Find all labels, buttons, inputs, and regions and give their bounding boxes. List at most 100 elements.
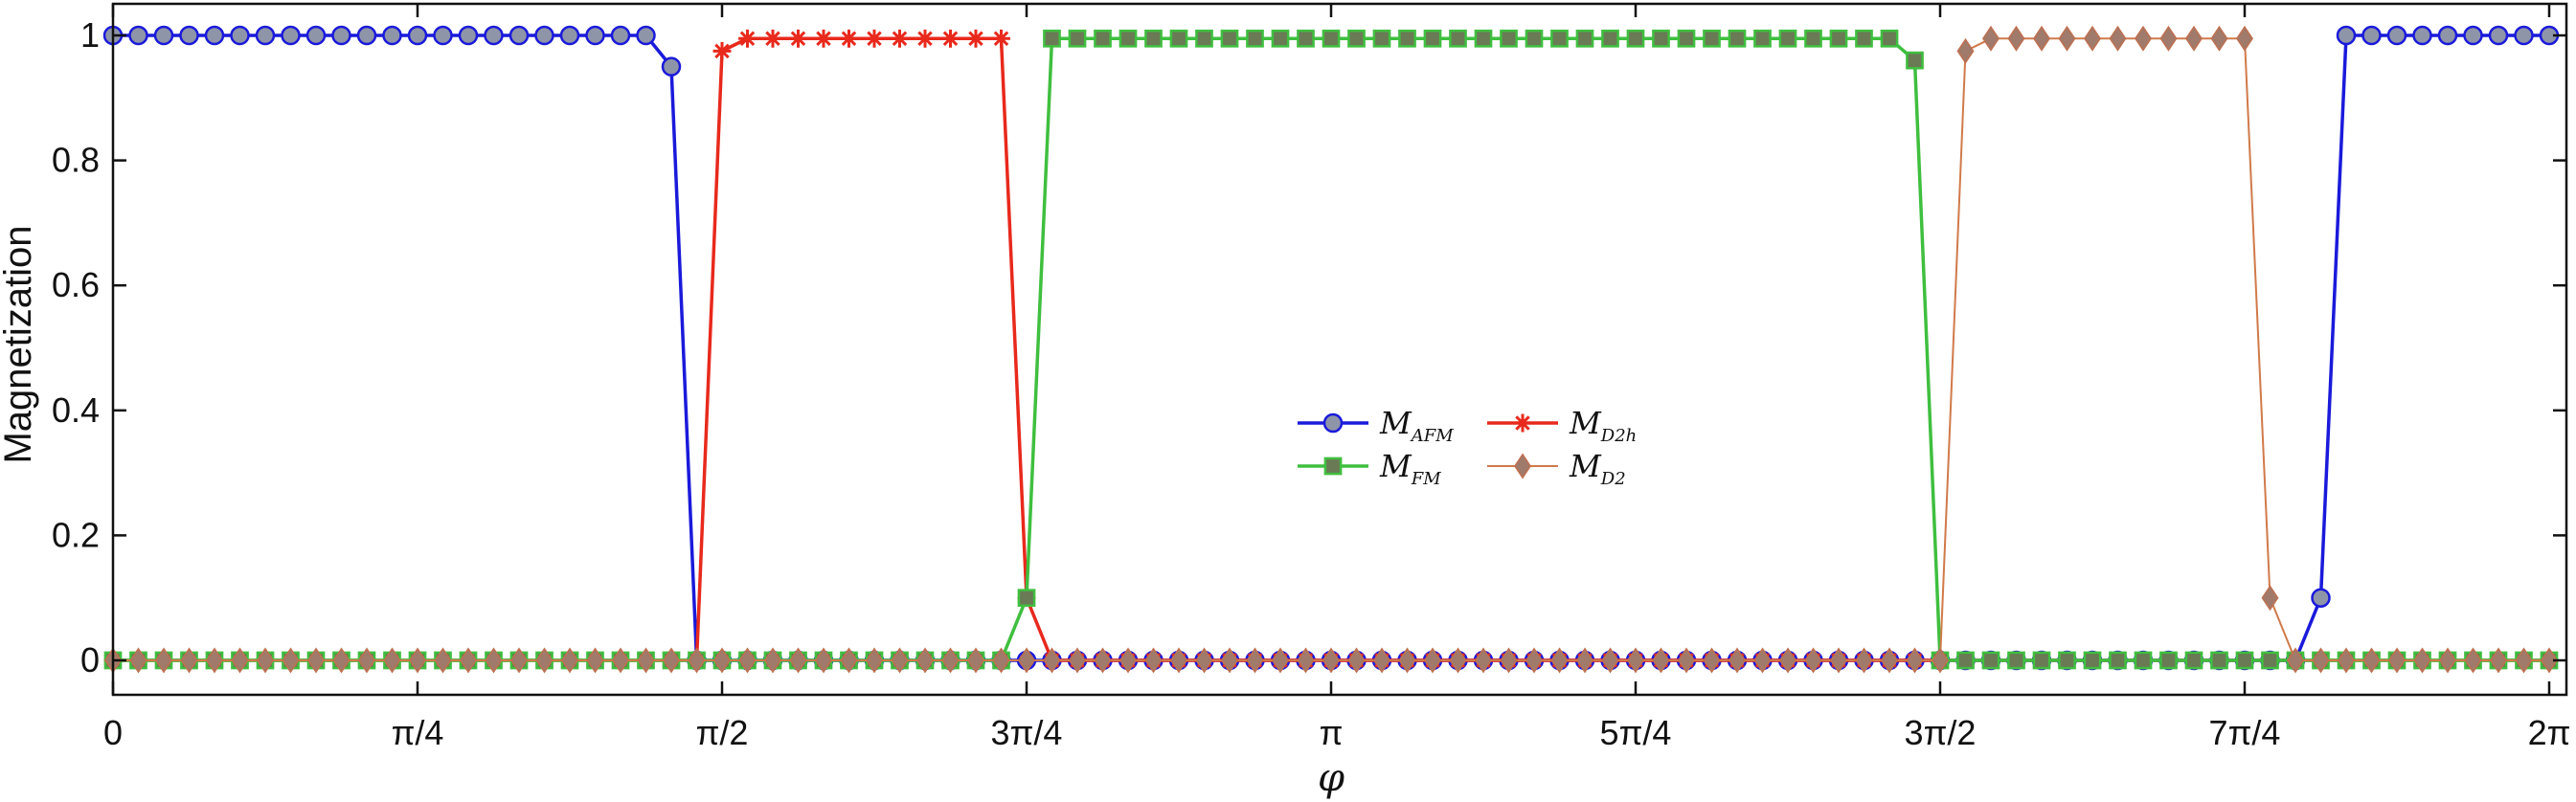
data-point-fm <box>1500 29 1518 48</box>
data-point-d2 <box>2286 647 2305 674</box>
data-point-d2 <box>2210 25 2228 52</box>
data-point-afm <box>458 25 479 46</box>
legend-label-afm: MAFM <box>1379 405 1454 446</box>
legend-entry-d2: MD2 <box>1487 448 1626 489</box>
data-point-d2 <box>1880 647 1899 674</box>
data-point-d2 <box>282 647 300 674</box>
data-point-d2 <box>306 647 326 674</box>
data-point-d2 <box>891 647 909 674</box>
data-point-d2 <box>662 647 681 674</box>
data-point-afm <box>2412 25 2432 46</box>
data-point-afm <box>508 25 530 46</box>
data-point-fm <box>1094 29 1112 48</box>
data-point-d2 <box>154 647 173 674</box>
data-point-d2 <box>814 647 833 674</box>
y-tick-label: 0 <box>80 640 100 679</box>
data-point-fm <box>2184 651 2203 670</box>
data-point-d2 <box>180 647 198 674</box>
data-point-afm <box>2437 25 2458 46</box>
data-point-fm <box>1119 29 1138 48</box>
data-point-d2 <box>408 647 427 674</box>
data-point-afm <box>2386 25 2407 46</box>
data-point-fm <box>2261 651 2279 670</box>
data-point-d2 <box>1500 647 1518 674</box>
y-tick-label: 1 <box>80 15 100 55</box>
legend-entry-afm: MAFM <box>1298 405 1454 446</box>
series-markers-d2h <box>103 29 2559 670</box>
x-tick-label: 0 <box>103 713 123 752</box>
data-point-afm <box>204 25 225 46</box>
data-point-d2 <box>712 647 732 674</box>
data-point-d2 <box>1906 647 1924 674</box>
legend-marker-fm <box>1323 457 1343 476</box>
data-point-d2h <box>915 29 935 48</box>
data-point-afm <box>484 25 504 46</box>
data-point-d2h <box>712 41 732 60</box>
data-point-afm <box>636 25 656 46</box>
data-point-d2 <box>1169 647 1188 674</box>
data-point-d2 <box>2261 585 2279 612</box>
x-axis-label: φ <box>1318 756 1344 800</box>
data-point-afm <box>661 56 682 77</box>
data-point-afm <box>2514 25 2534 46</box>
data-point-d2 <box>1829 647 1848 674</box>
y-tick-label: 0.2 <box>52 515 100 554</box>
data-point-fm <box>2083 651 2102 670</box>
data-point-d2 <box>2464 647 2482 674</box>
series-line-fm <box>113 36 2549 662</box>
data-point-fm <box>2058 651 2076 670</box>
data-point-d2 <box>2362 647 2381 674</box>
legend-marker-d2 <box>1513 453 1532 479</box>
data-point-fm <box>1474 29 1493 48</box>
data-point-fm <box>2159 651 2178 670</box>
data-point-d2 <box>2083 25 2102 52</box>
legend-label-fm: MFM <box>1379 448 1441 489</box>
data-point-afm <box>382 25 402 46</box>
data-point-d2 <box>1372 647 1391 674</box>
data-point-afm <box>356 25 377 46</box>
data-point-d2 <box>1728 647 1747 674</box>
data-point-afm <box>153 25 174 46</box>
data-point-d2 <box>2007 25 2025 52</box>
data-point-fm <box>1297 29 1315 48</box>
series-afm <box>102 25 2560 671</box>
x-tick-label: π/4 <box>392 713 444 752</box>
data-point-d2 <box>1778 647 1797 674</box>
data-point-fm <box>1880 29 1899 48</box>
data-point-fm <box>1778 29 1797 48</box>
data-point-d2h <box>865 29 884 48</box>
data-point-d2 <box>611 647 630 674</box>
data-point-fm <box>2210 651 2228 670</box>
data-point-d2 <box>966 647 985 674</box>
data-point-fm <box>1906 51 1924 70</box>
x-tick-label: 3π/4 <box>991 713 1063 752</box>
data-point-fm <box>2032 651 2051 670</box>
data-point-d2h <box>763 29 782 48</box>
data-point-d2 <box>1094 647 1112 674</box>
data-point-d2 <box>1626 647 1645 674</box>
x-tick-label: 3π/2 <box>1905 713 1977 752</box>
data-point-fm <box>1728 29 1747 48</box>
data-point-fm <box>2235 651 2254 670</box>
data-point-d2 <box>2032 25 2051 52</box>
legend-marker-d2h <box>1513 413 1532 433</box>
data-point-d2h <box>941 29 960 48</box>
data-point-fm <box>1652 29 1670 48</box>
data-point-d2 <box>2337 647 2356 674</box>
data-point-fm <box>1855 29 1873 48</box>
x-tick-label: π <box>1320 713 1344 752</box>
data-point-d2 <box>941 647 960 674</box>
data-point-d2 <box>2515 647 2533 674</box>
data-point-d2 <box>1550 647 1569 674</box>
data-point-d2 <box>205 647 224 674</box>
data-point-d2 <box>1575 647 1594 674</box>
data-point-d2 <box>2184 25 2203 52</box>
data-point-afm <box>230 25 250 46</box>
data-point-fm <box>1144 29 1163 48</box>
data-point-d2 <box>2438 647 2457 674</box>
data-point-d2 <box>840 647 858 674</box>
data-point-afm <box>2463 25 2483 46</box>
data-point-fm <box>1017 589 1036 608</box>
data-point-d2h <box>966 29 985 48</box>
